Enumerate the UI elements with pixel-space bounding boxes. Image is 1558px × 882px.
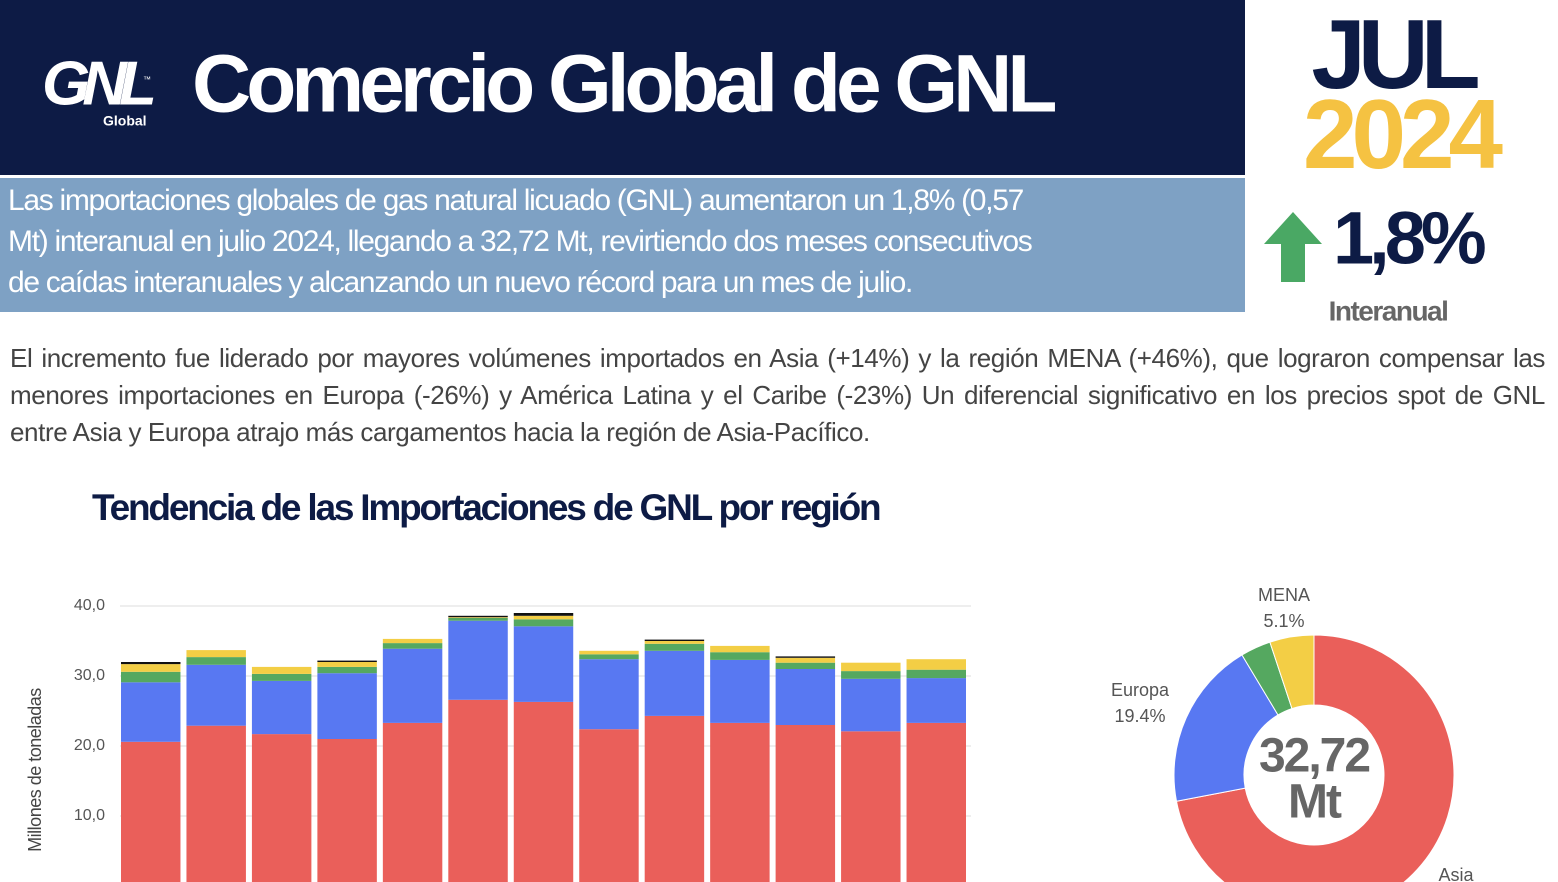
body-box: El incremento fue liderado por mayores v… xyxy=(10,343,1545,447)
bar-segment xyxy=(644,641,705,644)
bar-segment xyxy=(186,650,246,658)
bar-segment xyxy=(121,664,181,672)
bar-segment xyxy=(579,654,639,660)
bar-segment xyxy=(251,673,312,681)
y-tick-label: 10,0 xyxy=(74,807,105,824)
summary-line: Mt) interanual en julio 2024, llegando a… xyxy=(8,225,1032,258)
bar-chart: 10,0 20,0 30,0 40,0 Millones de toneladas xyxy=(25,597,971,882)
bar-segment xyxy=(644,715,705,882)
bar-segment xyxy=(644,643,705,651)
body-text: El incremento fue liderado por mayores v… xyxy=(10,343,1545,447)
bar-segment xyxy=(317,739,377,882)
logo-sub: Global xyxy=(103,113,147,129)
logo: GNL xyxy=(42,49,154,118)
bar-segment xyxy=(841,678,901,732)
bar-segment xyxy=(186,657,246,665)
up-arrow xyxy=(1264,212,1322,282)
bar-segment xyxy=(317,660,377,662)
change: 1,8% xyxy=(1333,197,1485,280)
bar-segment xyxy=(906,678,966,723)
bar-segment xyxy=(121,671,181,683)
slice-label: Europa xyxy=(1111,680,1170,700)
bar-segment xyxy=(579,659,639,730)
bar-segment xyxy=(644,639,705,641)
slice-value: 5.1% xyxy=(1263,611,1304,631)
bar-segment xyxy=(513,626,574,702)
y-axis-label: Millones de toneladas xyxy=(25,688,45,852)
bar-segment xyxy=(841,671,901,679)
bar-segment xyxy=(186,664,246,726)
year: 2024 xyxy=(1303,79,1503,189)
bar-segment xyxy=(710,722,770,882)
bar-segment xyxy=(579,729,639,882)
bar-segment xyxy=(906,669,966,679)
bar-segment xyxy=(317,662,377,667)
bar-segment xyxy=(186,725,246,882)
bar-segment xyxy=(121,682,181,742)
bar-segment xyxy=(775,657,836,663)
bar-segment xyxy=(448,617,508,621)
donut-slice xyxy=(1175,634,1455,882)
bar-segment xyxy=(121,741,181,882)
bar-segment xyxy=(382,643,443,649)
bar-segment xyxy=(382,638,443,644)
donut-center: 32,72 xyxy=(1259,730,1369,783)
bar-segment xyxy=(841,731,901,882)
summary-box xyxy=(0,178,1245,312)
summary-line: Las importaciones globales de gas natura… xyxy=(8,184,1024,217)
bar-segment xyxy=(775,669,836,725)
bar-segment xyxy=(513,613,574,616)
bar-segment xyxy=(121,662,181,665)
slice-value: 19.4% xyxy=(1114,706,1165,726)
donut-slice xyxy=(1269,634,1315,710)
y-tick-label: 30,0 xyxy=(74,667,105,684)
bar-segment xyxy=(579,650,639,655)
y-tick-label: 40,0 xyxy=(74,597,105,614)
slice-label: MENA xyxy=(1258,585,1310,605)
bar-segment xyxy=(906,659,966,670)
bar-segment xyxy=(448,617,508,618)
donut-center: Mt xyxy=(1288,776,1342,829)
bar-segment xyxy=(775,656,836,658)
bar-segment xyxy=(513,619,574,627)
bar-segment xyxy=(775,725,836,882)
header-title: Comercio Global de GNL xyxy=(192,39,1055,130)
logo-tm: ™ xyxy=(143,75,151,84)
month: JUL xyxy=(1311,0,1477,109)
bar-segment xyxy=(710,652,770,660)
bar-segment xyxy=(448,615,508,618)
bar-segment xyxy=(317,673,377,739)
bar-segment xyxy=(841,662,901,672)
bar-segment xyxy=(710,659,770,723)
header-band xyxy=(0,0,1245,175)
bar-segment xyxy=(710,645,770,653)
donut-slice xyxy=(1173,654,1279,802)
summary-line: de caídas interanuales y alcanzando un n… xyxy=(8,266,912,299)
bar-segment xyxy=(382,722,443,882)
bar-segment xyxy=(251,666,312,674)
y-tick-label: 20,0 xyxy=(74,737,105,754)
bar-segment xyxy=(775,662,836,669)
bar-segment xyxy=(448,620,508,700)
bar-segment xyxy=(251,734,312,882)
chart-title: Tendencia de las Importaciones de GNL po… xyxy=(92,487,880,528)
bar-segment xyxy=(513,615,574,620)
change-label: Interanual xyxy=(1329,295,1448,326)
bar-segment xyxy=(513,701,574,882)
bar-segment xyxy=(382,648,443,723)
bar-segment xyxy=(251,680,312,735)
bar-segment xyxy=(317,666,377,674)
bar-segment xyxy=(448,699,508,882)
bar-segment xyxy=(906,722,966,882)
bar-segment xyxy=(644,650,705,716)
slice-label: Asia xyxy=(1438,865,1474,882)
